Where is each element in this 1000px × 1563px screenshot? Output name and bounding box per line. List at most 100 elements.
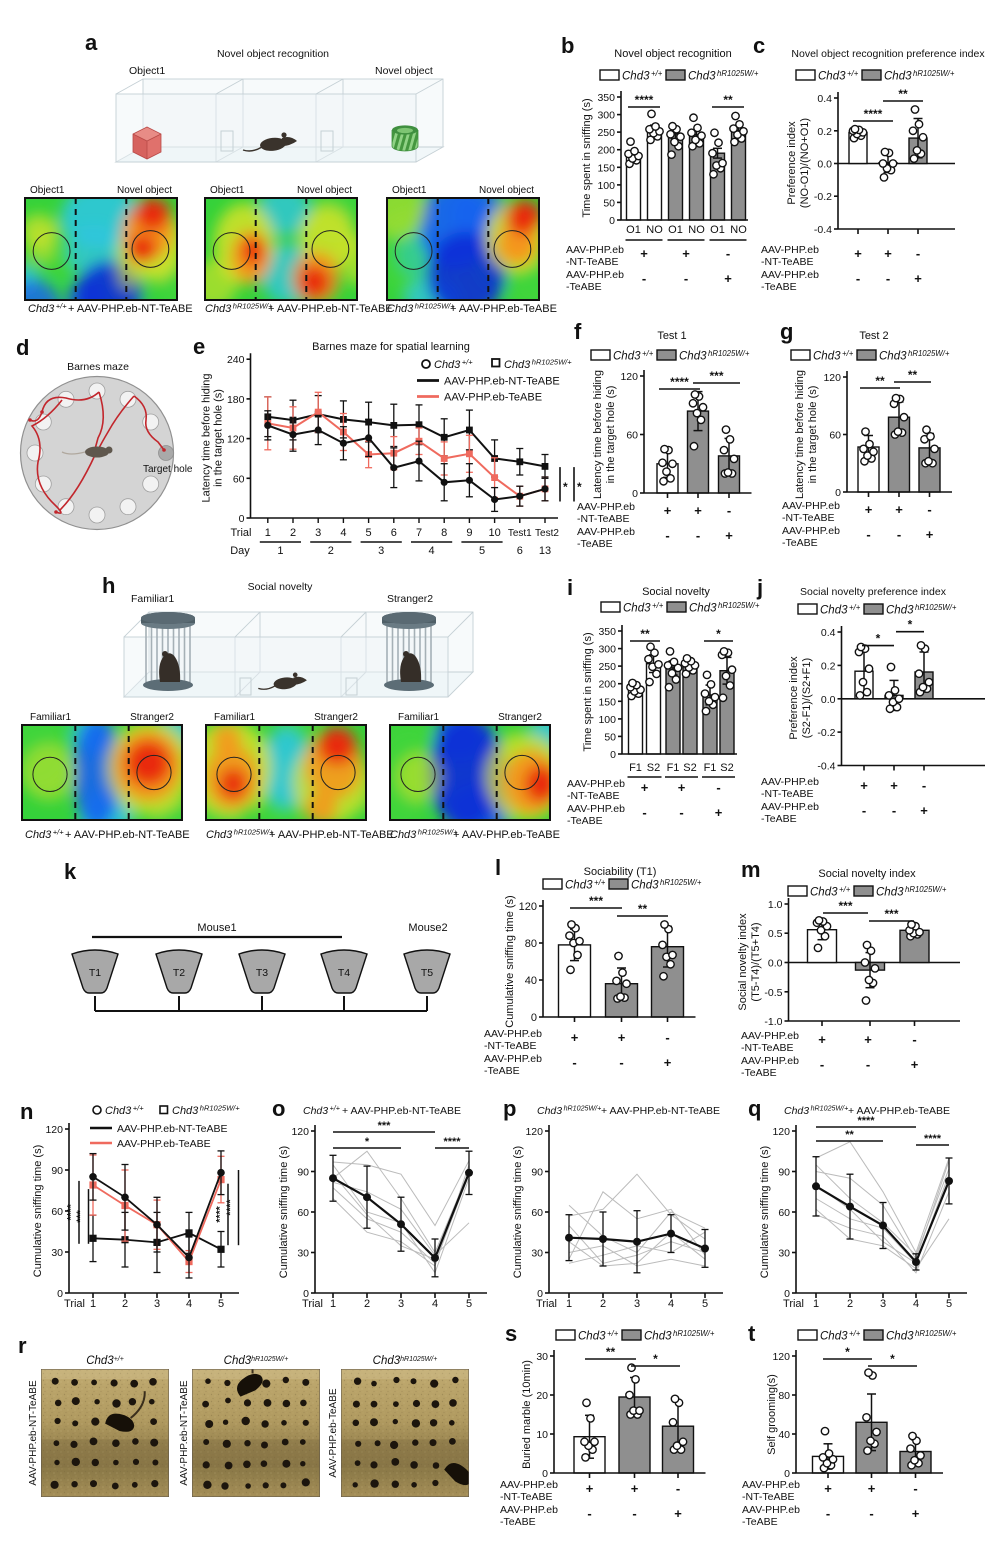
- svg-text:Chd3hR1025W/+: Chd3hR1025W/+: [644, 1329, 715, 1343]
- svg-text:Time spent in sniffing (s): Time spent in sniffing (s): [582, 632, 594, 751]
- svg-text:120: 120: [525, 1126, 543, 1138]
- svg-text:+: +: [824, 1481, 832, 1496]
- svg-text:2: 2: [847, 1298, 853, 1310]
- svg-text:-: -: [642, 271, 646, 286]
- svg-text:+: +: [926, 527, 934, 542]
- svg-text:-0.4: -0.4: [817, 761, 835, 773]
- svg-text:240: 240: [227, 354, 245, 366]
- svg-text:-TeABE: -TeABE: [761, 813, 797, 825]
- svg-text:8: 8: [441, 527, 447, 539]
- svg-text:-TeABE: -TeABE: [577, 538, 613, 550]
- svg-text:a: a: [85, 30, 98, 55]
- svg-text:Sociability (T1): Sociability (T1): [584, 866, 657, 878]
- svg-text:5: 5: [479, 545, 485, 557]
- svg-text:9: 9: [466, 527, 472, 539]
- svg-text:+: +: [884, 246, 892, 261]
- svg-text:Mouse1: Mouse1: [197, 922, 236, 934]
- svg-text:NO: NO: [688, 224, 705, 236]
- svg-text:*: *: [577, 480, 582, 494]
- svg-text:*: *: [845, 1345, 850, 1359]
- svg-text:180: 180: [227, 394, 245, 406]
- svg-text:Social novelty: Social novelty: [248, 581, 314, 593]
- svg-text:13: 13: [539, 545, 551, 557]
- svg-text:b: b: [561, 33, 574, 58]
- svg-text:+: +: [912, 1506, 920, 1521]
- svg-text:****: ****: [65, 1203, 77, 1220]
- svg-text:AAV-PHP.eb-NT-TeABE: AAV-PHP.eb-NT-TeABE: [28, 1380, 39, 1486]
- svg-text:S2: S2: [720, 762, 733, 774]
- svg-text:****: ****: [214, 1205, 226, 1222]
- svg-text:30: 30: [778, 1248, 790, 1260]
- svg-text:-: -: [862, 803, 866, 818]
- svg-text:1: 1: [265, 527, 271, 539]
- svg-text:***: ***: [709, 369, 723, 383]
- svg-text:4: 4: [340, 527, 346, 539]
- svg-text:O1: O1: [668, 224, 683, 236]
- svg-text:s: s: [505, 1321, 517, 1346]
- svg-text:Chd3hR1025W/+: Chd3hR1025W/+: [784, 1105, 848, 1118]
- svg-text:+ AAV-PHP.eb-TeABE: + AAV-PHP.eb-TeABE: [848, 1105, 950, 1117]
- svg-text:90: 90: [531, 1167, 543, 1179]
- svg-text:Social novelty index: Social novelty index: [818, 868, 916, 880]
- svg-text:***: ***: [378, 1120, 392, 1132]
- svg-text:Trial: Trial: [231, 527, 252, 539]
- svg-text:0.4: 0.4: [821, 627, 836, 639]
- svg-text:q: q: [748, 1096, 761, 1121]
- svg-text:-TeABE: -TeABE: [566, 281, 602, 293]
- svg-text:+: +: [914, 271, 922, 286]
- svg-text:80: 80: [778, 1390, 790, 1402]
- svg-text:Time spent in sniffing (s): Time spent in sniffing (s): [581, 98, 593, 217]
- svg-text:**: **: [908, 368, 918, 382]
- svg-text:0: 0: [610, 749, 616, 761]
- svg-text:0: 0: [609, 215, 615, 227]
- svg-text:5: 5: [702, 1298, 708, 1310]
- svg-text:60: 60: [531, 1207, 543, 1219]
- svg-text:AAV-PHP.eb: AAV-PHP.eb: [484, 1028, 542, 1040]
- svg-text:f: f: [574, 319, 582, 344]
- svg-text:-TeABE: -TeABE: [567, 815, 603, 827]
- svg-text:Chd3hR1025W/+: Chd3hR1025W/+: [876, 885, 947, 899]
- svg-text:AAV-PHP.eb-TeABE: AAV-PHP.eb-TeABE: [328, 1388, 339, 1477]
- svg-text:1.0: 1.0: [768, 899, 783, 911]
- svg-text:Stranger2: Stranger2: [314, 712, 358, 723]
- svg-text:****: ****: [225, 1199, 237, 1216]
- svg-text:Chd3+/+: Chd3+/+: [613, 349, 654, 363]
- svg-text:300: 300: [597, 110, 615, 122]
- svg-text:Object1: Object1: [210, 185, 245, 196]
- svg-text:-NT-TeABE: -NT-TeABE: [577, 513, 630, 525]
- svg-text:2: 2: [600, 1298, 606, 1310]
- svg-text:T4: T4: [338, 967, 350, 979]
- svg-text:Chd3+/+: Chd3+/+: [622, 69, 663, 83]
- svg-text:Familiar1: Familiar1: [398, 712, 440, 723]
- svg-text:0: 0: [239, 513, 245, 525]
- svg-text:120: 120: [772, 1126, 790, 1138]
- svg-text:-NT-TeABE: -NT-TeABE: [566, 256, 619, 268]
- svg-text:-: -: [684, 271, 688, 286]
- svg-text:****: ****: [924, 1133, 942, 1145]
- svg-text:in the target hole (s): in the target hole (s): [605, 386, 617, 484]
- svg-text:h: h: [102, 573, 115, 598]
- svg-text:Chd3hR1025W/+: Chd3hR1025W/+: [689, 601, 760, 615]
- svg-text:Social novelty: Social novelty: [642, 586, 710, 598]
- svg-text:200: 200: [597, 145, 615, 157]
- svg-text:0: 0: [542, 1468, 548, 1480]
- svg-text:Chd3+/+: Chd3+/+: [818, 69, 859, 83]
- svg-text:4: 4: [668, 1298, 674, 1310]
- svg-text:+: +: [694, 503, 702, 518]
- svg-text:Chd3+/+: Chd3+/+: [565, 878, 606, 892]
- svg-text:60: 60: [51, 1206, 63, 1218]
- svg-text:Chd3hR1025W/+: Chd3hR1025W/+: [688, 69, 759, 83]
- svg-text:-NT-TeABE: -NT-TeABE: [761, 256, 814, 268]
- svg-text:90: 90: [778, 1167, 790, 1179]
- svg-text:(S2-F1)/(S2+F1): (S2-F1)/(S2+F1): [801, 658, 813, 738]
- svg-text:120: 120: [519, 901, 537, 913]
- svg-text:Preference index: Preference index: [786, 121, 798, 205]
- svg-text:0: 0: [632, 488, 638, 500]
- svg-text:-: -: [856, 271, 860, 286]
- svg-text:3: 3: [378, 545, 384, 557]
- svg-text:250: 250: [597, 127, 615, 139]
- svg-text:-: -: [572, 1055, 576, 1070]
- svg-text:-: -: [696, 528, 700, 543]
- svg-text:-NT-TeABE: -NT-TeABE: [782, 512, 835, 524]
- svg-text:-0.5: -0.5: [764, 987, 782, 999]
